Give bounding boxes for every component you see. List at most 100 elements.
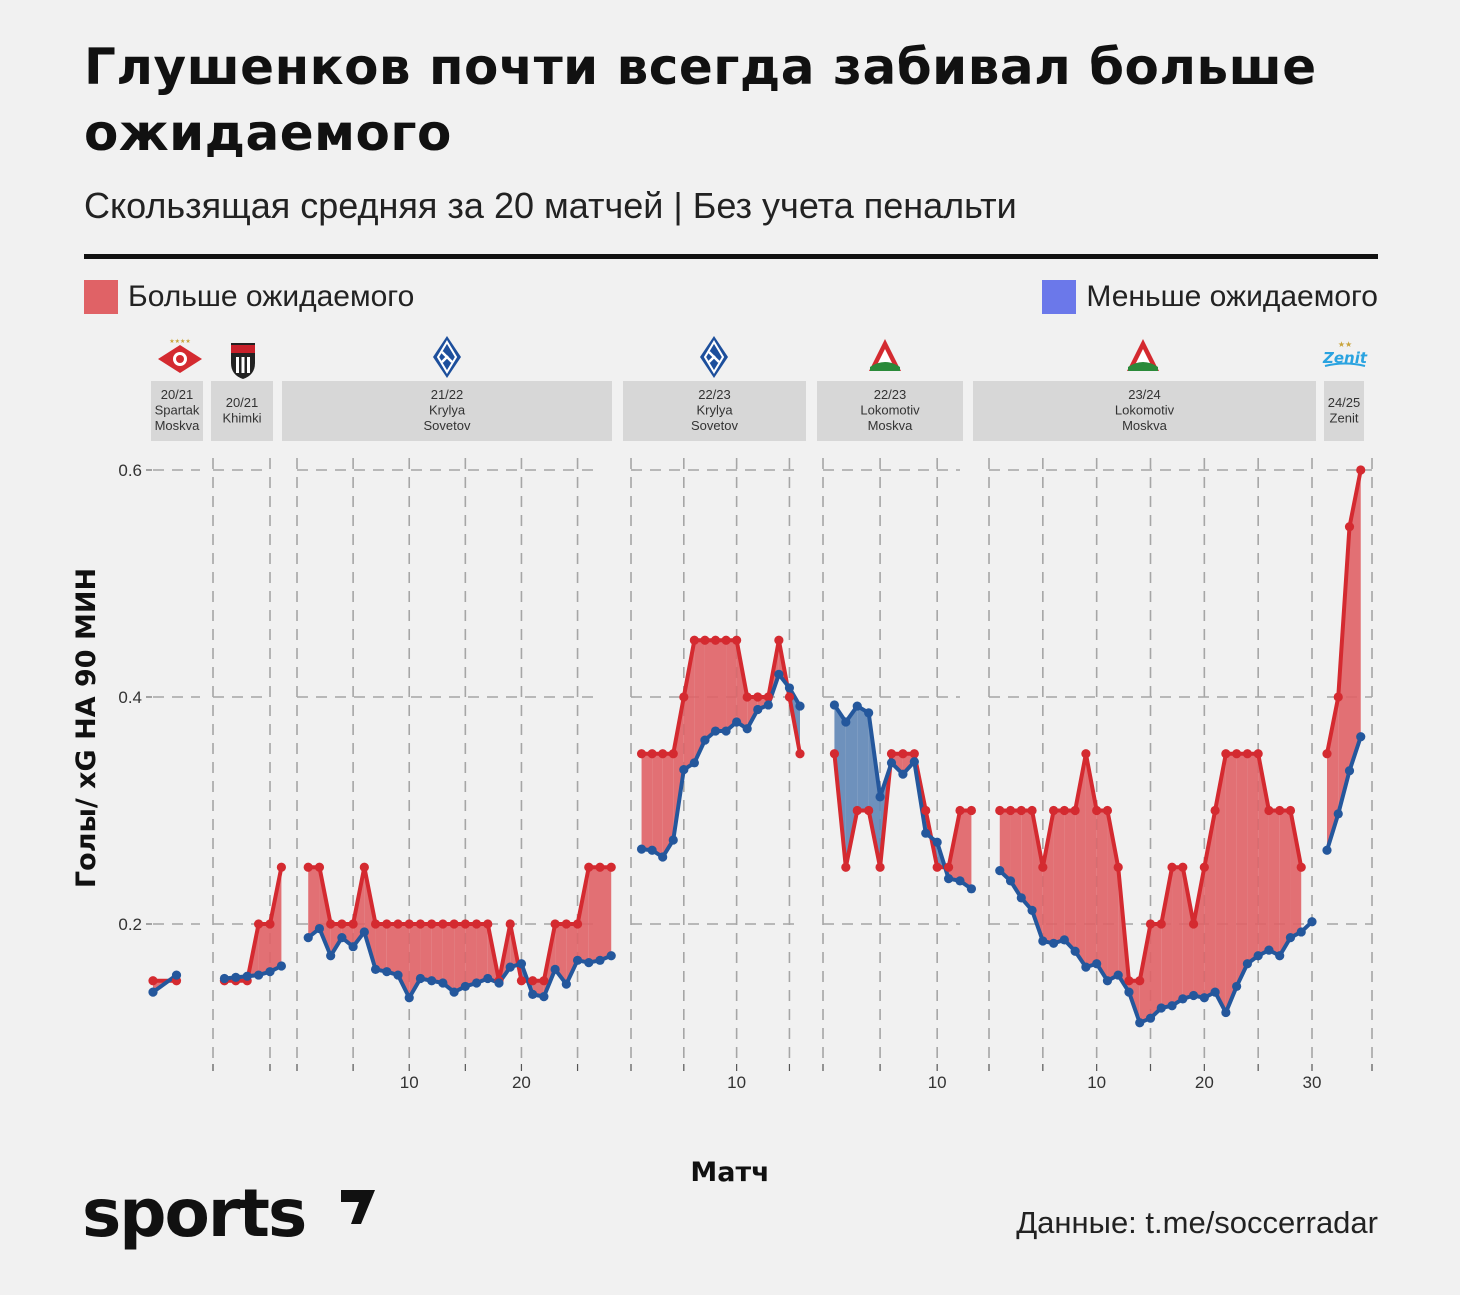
goals-point xyxy=(1092,805,1102,816)
goals-point xyxy=(1016,805,1026,816)
goals-point xyxy=(875,862,885,872)
goals-point xyxy=(276,862,286,872)
goals-point xyxy=(606,862,616,872)
goals-point xyxy=(528,976,538,986)
goals-point xyxy=(955,805,965,816)
xg-point xyxy=(875,792,885,802)
area-more xyxy=(694,640,705,763)
area-more xyxy=(1150,924,1162,1019)
xg-line xyxy=(1325,736,1363,851)
goals-point xyxy=(784,692,795,702)
area-more xyxy=(1021,810,1033,911)
xg-point xyxy=(460,981,470,992)
zenit-logo-icon: ★★Zenit xyxy=(1322,340,1368,367)
area-more xyxy=(1215,753,1226,1013)
x-tick-label: 20 xyxy=(512,1073,531,1092)
goals-line xyxy=(641,638,802,756)
xg-point xyxy=(1285,933,1296,943)
xg-point xyxy=(1356,732,1366,742)
khimki-logo-icon xyxy=(231,343,255,379)
sports-logo-mark-icon xyxy=(341,1190,375,1224)
xg-point xyxy=(909,757,919,767)
goals-point xyxy=(505,919,515,929)
xg-point xyxy=(595,955,605,965)
panel-header-label: Moskva xyxy=(155,418,201,433)
panel-header-bg xyxy=(151,381,203,441)
panel-header-label: 21/22 xyxy=(431,387,464,402)
xg-point xyxy=(647,845,657,855)
area-more xyxy=(566,924,578,985)
goals-point xyxy=(636,749,647,759)
goals-point xyxy=(763,692,773,702)
area-more xyxy=(1349,470,1361,771)
area-more xyxy=(1247,753,1259,964)
panel-header-label: Krylya xyxy=(696,403,733,418)
goals-point xyxy=(326,919,336,929)
xg-point xyxy=(483,973,493,984)
panel-header-bg xyxy=(623,381,806,441)
goals-point xyxy=(1264,805,1274,816)
area-more xyxy=(1268,810,1280,956)
area-more xyxy=(999,810,1011,881)
xg-point xyxy=(404,993,414,1003)
xg-point xyxy=(314,923,325,934)
x-tick-label: 10 xyxy=(727,1073,746,1092)
goals-point xyxy=(1135,976,1145,986)
goals-point xyxy=(700,635,710,645)
xg-point xyxy=(1070,946,1080,956)
area-more xyxy=(308,867,320,938)
xg-point xyxy=(561,979,571,989)
goals-point xyxy=(1199,862,1209,872)
goals-line xyxy=(308,865,612,983)
goals-point xyxy=(561,919,571,929)
xg-point xyxy=(438,978,448,988)
legend-swatch-more xyxy=(84,280,118,314)
xg-point xyxy=(1081,962,1091,972)
area-more xyxy=(1290,810,1302,938)
goals-point xyxy=(404,919,414,929)
xg-point xyxy=(1253,951,1263,961)
area-more xyxy=(465,924,477,987)
goals-point xyxy=(1145,919,1156,929)
goals-point xyxy=(1005,805,1016,816)
xg-point xyxy=(171,970,182,980)
xg-point xyxy=(1005,876,1016,886)
goals-point xyxy=(1113,862,1123,872)
xg-point xyxy=(763,700,773,710)
xg-point xyxy=(359,927,369,937)
panel-header-label: Sovetov xyxy=(691,418,738,433)
goals-point xyxy=(382,919,392,929)
xg-point xyxy=(886,758,897,768)
spartak-logo-icon: ★★★★ xyxy=(158,338,202,373)
area-more xyxy=(375,924,387,972)
xg-point xyxy=(427,976,437,986)
goals-point xyxy=(1102,805,1113,816)
xg-point xyxy=(505,962,515,972)
goals-point xyxy=(1059,805,1069,816)
goals-point xyxy=(966,805,977,816)
xg-point xyxy=(841,717,851,727)
goals-point xyxy=(943,862,954,872)
xg-point xyxy=(829,700,840,710)
xg-point xyxy=(1199,993,1209,1003)
xg-point xyxy=(898,769,908,779)
x-tick-label: 10 xyxy=(928,1073,947,1092)
panel-header-bg xyxy=(1324,381,1364,441)
xg-point xyxy=(326,951,336,961)
lokomotiv-logo-icon xyxy=(1127,339,1159,371)
xg-point xyxy=(1264,945,1274,955)
goals-point xyxy=(932,862,942,872)
goals-point xyxy=(1356,465,1366,475)
svg-text:★★★★: ★★★★ xyxy=(169,338,191,345)
area-more xyxy=(673,697,684,841)
area-more xyxy=(652,753,663,858)
goals-point xyxy=(909,749,919,759)
goals-point xyxy=(539,976,549,986)
xg-point xyxy=(1092,959,1102,969)
panel-header-bg xyxy=(211,381,273,441)
